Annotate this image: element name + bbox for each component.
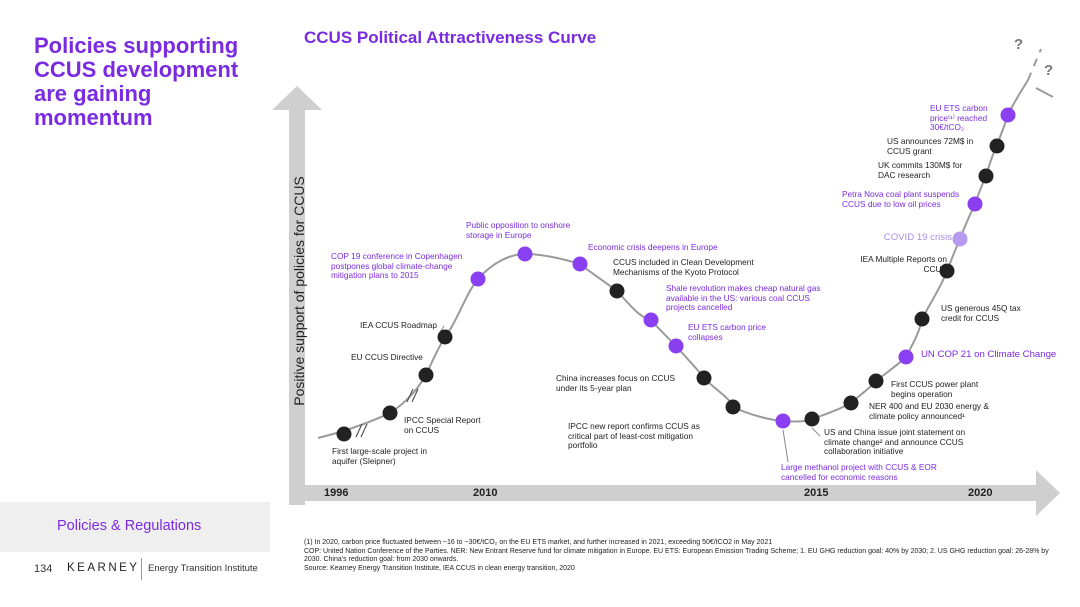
- event-dot-ipcc-new: [725, 399, 741, 415]
- section-band: [0, 502, 270, 552]
- logo-divider: [141, 558, 142, 580]
- event-label-shale: Shale revolution makes cheap natural gas…: [666, 283, 821, 313]
- y-axis-label: Positive support of policies for CCUS: [291, 176, 307, 406]
- page-title: Policies supporting CCUS development are…: [34, 33, 239, 130]
- event-dot-eu-ets-collapse: [668, 338, 684, 354]
- event-dot-uk-130: [978, 168, 994, 184]
- event-dot-cop21: [898, 349, 914, 365]
- event-label-45q: US generous 45Q tax credit for CCUS: [941, 303, 1021, 323]
- logo-subtitle: Energy Transition Institute: [148, 563, 258, 574]
- event-dot-first-large-scale: [336, 426, 352, 442]
- section-label[interactable]: Policies & Regulations: [57, 518, 202, 534]
- question-mark-1: ?: [1014, 36, 1024, 53]
- event-label-china-5yr: China increases focus on CCUS under its …: [556, 373, 675, 393]
- event-dot-ner400: [843, 395, 859, 411]
- question-mark-2: ?: [1044, 62, 1054, 79]
- event-label-cop19: COP 19 conference in Copenhagen postpone…: [331, 251, 463, 281]
- event-label-first-large-scale: First large-scale project in aquifer (Sl…: [332, 446, 427, 466]
- event-dot-petra-nova: [967, 196, 983, 212]
- chart-title: CCUS Political Attractiveness Curve: [304, 28, 597, 47]
- main-panel: CCUS Political Attractiveness Curve Posi…: [270, 0, 1080, 607]
- event-label-cdm: CCUS included in Clean Development Mecha…: [613, 257, 754, 277]
- event-dot-iea-roadmap: [437, 329, 453, 345]
- event-dot-first-power-plant: [868, 373, 884, 389]
- event-dot-us-china: [804, 411, 820, 427]
- event-dot-public-opposition: [517, 246, 533, 262]
- year-2020: 2020: [968, 487, 993, 499]
- event-dot-iea-multiple: [939, 263, 955, 279]
- event-dot-cdm: [609, 283, 625, 299]
- kearney-logo: KEARNEY: [67, 562, 140, 574]
- year-1996: 1996: [324, 487, 349, 499]
- event-label-uk-130: UK commits 130M$ for DAC research: [878, 160, 963, 180]
- event-label-eu-ets-collapse: EU ETS carbon price collapses: [688, 322, 766, 342]
- footnote-2: COP: United Nation Conference of the Par…: [304, 547, 1049, 564]
- event-dot-ipcc-special: [382, 405, 398, 421]
- curve-uncertain-extension: [1027, 48, 1042, 81]
- event-dot-economic-crisis: [572, 256, 588, 272]
- y-axis-arrow: [272, 86, 322, 505]
- event-label-us-72: US announces 72M$ in CCUS grant: [887, 136, 974, 156]
- event-dot-us-72: [989, 138, 1005, 154]
- footnote-source: Source: Kearney Energy Transition Instit…: [304, 564, 575, 572]
- axis-break-1: [355, 423, 368, 438]
- event-label-first-power-plant: First CCUS power plant begins operation: [891, 379, 979, 399]
- event-label-eu-ccus-directive: EU CCUS Directive: [351, 352, 423, 362]
- event-label-us-china: US and China issue joint statement on cl…: [824, 427, 966, 457]
- event-dot-45q: [914, 311, 930, 327]
- sidebar: Policies supporting CCUS development are…: [0, 0, 270, 607]
- event-label-ipcc-new: IPCC new report confirms CCUS as critica…: [568, 421, 700, 451]
- event-dot-covid: [952, 231, 968, 247]
- event-label-iea-roadmap: IEA CCUS Roadmap: [360, 320, 438, 330]
- year-2015: 2015: [804, 487, 829, 499]
- axis-break-2: [406, 388, 419, 403]
- event-label-eu-ets-30: EU ETS carbon price⁽¹⁾ reached 30€/tCO₂: [930, 103, 988, 133]
- event-dots: [336, 107, 1016, 442]
- event-dot-eu-ets-30: [1000, 107, 1016, 123]
- year-2010: 2010: [473, 487, 498, 499]
- event-label-ipcc-special: IPCC Special Report on CCUS: [404, 415, 481, 435]
- event-label-methanol: Large methanol project with CCUS & EOR c…: [781, 462, 937, 482]
- event-dot-eu-ccus-directive: [418, 367, 434, 383]
- event-dot-methanol: [775, 413, 791, 429]
- event-label-ner400: NER 400 and EU 2030 energy & climate pol…: [869, 401, 989, 421]
- event-dot-cop19: [470, 271, 486, 287]
- event-label-covid: COVID 19 crisis: [883, 232, 952, 243]
- event-label-iea-multiple: IEA Multiple Reports on CCUS: [860, 254, 947, 274]
- event-label-public-opposition: Public opposition to onshore storage in …: [466, 220, 571, 240]
- page-number: 134: [34, 563, 53, 575]
- event-label-petra-nova: Petra Nova coal plant suspends CCUS due …: [842, 189, 960, 209]
- event-dot-shale: [643, 312, 659, 328]
- x-axis-arrow: [289, 470, 1060, 516]
- event-label-economic-crisis: Economic crisis deepens in Europe: [588, 242, 718, 252]
- uncertainty-dash: [1035, 87, 1054, 98]
- event-label-cop21: UN COP 21 on Climate Change: [921, 349, 1057, 360]
- attractiveness-diagram: [272, 48, 1060, 516]
- event-dot-china-5yr: [696, 370, 712, 386]
- footnotes: (1) In 2020, carbon price fluctuated bet…: [304, 539, 1064, 573]
- footnote-1: (1) In 2020, carbon price fluctuated bet…: [304, 539, 773, 546]
